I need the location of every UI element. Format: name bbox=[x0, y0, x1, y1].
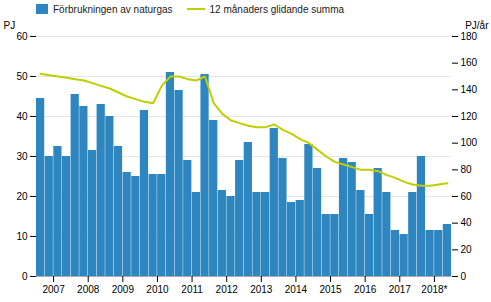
svg-text:2008: 2008 bbox=[77, 284, 100, 295]
svg-text:0: 0 bbox=[22, 271, 28, 282]
svg-text:2014: 2014 bbox=[285, 284, 308, 295]
svg-text:2016: 2016 bbox=[354, 284, 377, 295]
svg-text:2010: 2010 bbox=[146, 284, 169, 295]
svg-text:140: 140 bbox=[461, 84, 478, 95]
html-text:Förbrukningen av naturgas: Förbrukningen av naturgas bbox=[53, 3, 173, 15]
svg-text:2012: 2012 bbox=[216, 284, 239, 295]
svg-text:2017: 2017 bbox=[389, 284, 412, 295]
svg-text:20: 20 bbox=[16, 191, 28, 202]
svg-text:60: 60 bbox=[16, 31, 28, 42]
svg-text:0: 0 bbox=[461, 271, 467, 282]
svg-text:2015: 2015 bbox=[319, 284, 342, 295]
svg-text:2009: 2009 bbox=[112, 284, 135, 295]
svg-text:2011: 2011 bbox=[181, 284, 203, 295]
html-text:12 månaders glidande summa: 12 månaders glidande summa bbox=[209, 3, 345, 15]
svg-text:2007: 2007 bbox=[42, 284, 65, 295]
svg-text:80: 80 bbox=[461, 164, 473, 175]
svg-text:120: 120 bbox=[461, 111, 478, 122]
svg-text:40: 40 bbox=[461, 217, 473, 228]
svg-text:180: 180 bbox=[461, 31, 478, 42]
svg-text:160: 160 bbox=[461, 57, 478, 68]
svg-text:20: 20 bbox=[461, 244, 473, 255]
svg-text:2018*: 2018* bbox=[421, 284, 447, 295]
svg-text:2013: 2013 bbox=[250, 284, 273, 295]
svg-text:40: 40 bbox=[16, 111, 28, 122]
svg-text:100: 100 bbox=[461, 137, 478, 148]
svg-text:10: 10 bbox=[16, 231, 28, 242]
svg-text:60: 60 bbox=[461, 191, 473, 202]
svg-text:PJ: PJ bbox=[4, 20, 16, 31]
svg-text:PJ/år: PJ/år bbox=[465, 20, 489, 31]
svg-text:30: 30 bbox=[16, 151, 28, 162]
svg-text:50: 50 bbox=[16, 71, 28, 82]
